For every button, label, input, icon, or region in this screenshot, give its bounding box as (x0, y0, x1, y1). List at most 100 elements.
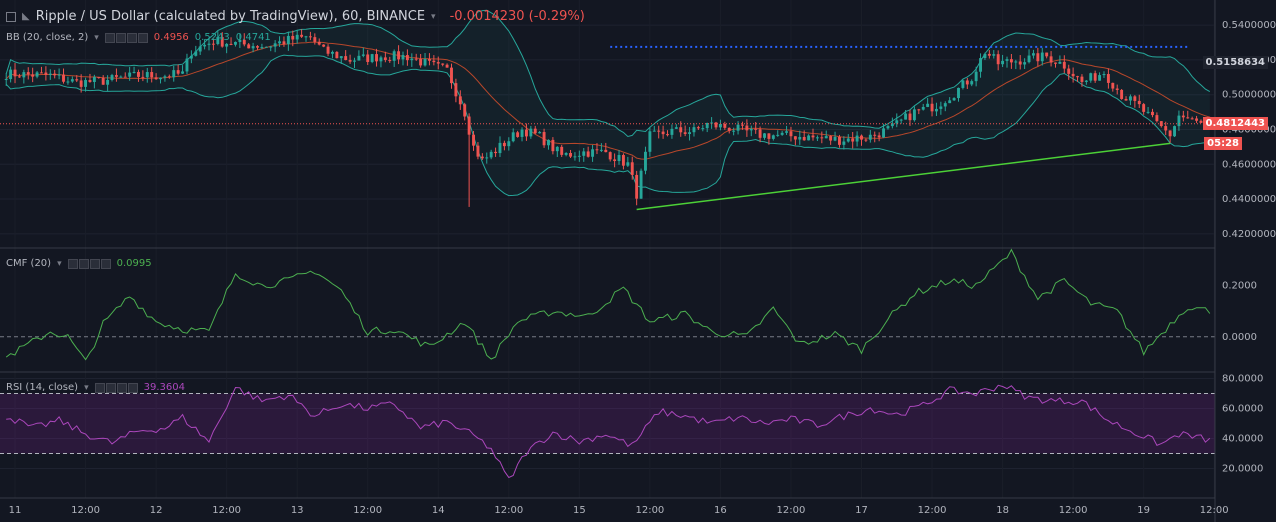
candle-body (895, 120, 899, 124)
candle-body (926, 103, 930, 107)
bb-legend: BB (20, close, 2) ▾ 0.4956 0.5243 0.4741 (6, 32, 271, 43)
candle-body (591, 149, 595, 157)
candle-body (75, 79, 79, 81)
candle-body (542, 132, 546, 146)
collapse-icon[interactable] (6, 11, 16, 22)
candle-body (313, 37, 317, 42)
candle-body (718, 123, 722, 128)
candle-body (820, 137, 824, 139)
close-icon[interactable] (137, 32, 148, 43)
candle-body (436, 62, 440, 64)
countdown-tag: 05:28 (1204, 137, 1242, 150)
settings-icon[interactable] (78, 258, 89, 269)
candle-body (414, 58, 418, 60)
candle-body (1080, 76, 1084, 82)
candle-body (1128, 96, 1132, 101)
candle-body (330, 51, 334, 54)
candle-body (317, 41, 321, 45)
candle-body (291, 35, 295, 40)
candle-body (300, 34, 304, 37)
candle-body (207, 43, 211, 45)
candle-body (264, 46, 268, 48)
rsi-label[interactable]: RSI (14, close) (6, 382, 79, 393)
candle-body (943, 103, 947, 107)
candle-body (467, 116, 471, 135)
candle-body (119, 76, 123, 78)
candle-body (110, 75, 114, 80)
close-icon[interactable] (127, 382, 138, 393)
candle-body (1151, 111, 1154, 116)
plus-icon[interactable] (89, 258, 100, 269)
candle-body (890, 123, 894, 127)
candle-body (269, 46, 273, 48)
candle-body (824, 136, 828, 139)
candle-body (185, 58, 189, 72)
candle-body (256, 46, 259, 48)
candle-body (238, 39, 242, 42)
candle-body (322, 44, 326, 47)
candle-body (31, 74, 35, 77)
candle-body (1049, 56, 1053, 63)
rsi-value: 39.3604 (143, 382, 185, 393)
settings-icon[interactable] (115, 32, 126, 43)
candle-body (670, 128, 674, 135)
candle-body (419, 58, 423, 66)
candle-body (454, 83, 458, 97)
candle-body (1018, 61, 1022, 65)
plus-icon[interactable] (116, 382, 127, 393)
cmf-label[interactable]: CMF (20) (6, 258, 52, 269)
candle-body (745, 125, 749, 131)
candle-body (62, 74, 65, 82)
candle-body (40, 72, 43, 74)
cmf-controls[interactable] (67, 258, 111, 269)
candle-body (423, 58, 427, 66)
symbol-title[interactable]: Ripple / US Dollar (calculated by Tradin… (35, 9, 426, 24)
candle-body (9, 69, 13, 80)
candle-body (1106, 74, 1110, 83)
candle-body (948, 100, 952, 104)
candle-body (754, 128, 758, 130)
price-overlays (0, 45, 1215, 211)
eye-icon[interactable] (104, 32, 115, 43)
candle-body (458, 96, 462, 105)
close-icon[interactable] (100, 258, 111, 269)
chevron-down-icon[interactable]: ▾ (57, 258, 62, 269)
candle-body (137, 71, 140, 77)
candle-body (48, 73, 52, 75)
candle-body (53, 73, 57, 76)
candle-body (502, 142, 506, 147)
eye-icon[interactable] (94, 382, 105, 393)
candle-body (939, 106, 943, 109)
candle-body (308, 36, 312, 38)
candle-body (569, 152, 572, 157)
chevron-down-icon[interactable]: ▾ (431, 11, 436, 22)
time-tick-label: 11 (9, 505, 22, 516)
price-tick-label: 0.4800000 (1222, 124, 1276, 135)
candle-body (1098, 75, 1102, 81)
plus-icon[interactable] (126, 32, 137, 43)
settings-icon[interactable] (105, 382, 116, 393)
bb-basis (5, 41, 1210, 160)
chevron-down-icon[interactable]: ▾ (84, 382, 89, 393)
candle-body (159, 77, 162, 80)
rsi-tick-label: 80.0000 (1222, 374, 1263, 385)
eye-icon[interactable] (67, 258, 78, 269)
candle-body (1076, 76, 1079, 78)
candle-body (286, 35, 290, 45)
rsi-controls[interactable] (94, 382, 138, 393)
candle-body (167, 76, 171, 78)
time-tick-label: 12:00 (918, 505, 947, 516)
candle-body (934, 108, 938, 112)
candle-body (472, 134, 475, 146)
bb-label[interactable]: BB (20, close, 2) (6, 32, 89, 43)
candle-body (489, 151, 493, 158)
bb-controls[interactable] (104, 32, 148, 43)
candle-body (13, 69, 17, 77)
chevron-down-icon[interactable]: ▾ (94, 32, 99, 43)
time-tick-label: 12:00 (494, 505, 523, 516)
candle-body (189, 55, 193, 59)
cmf-line (5, 248, 1211, 361)
candle-body (234, 41, 237, 45)
candle-body (476, 145, 480, 157)
